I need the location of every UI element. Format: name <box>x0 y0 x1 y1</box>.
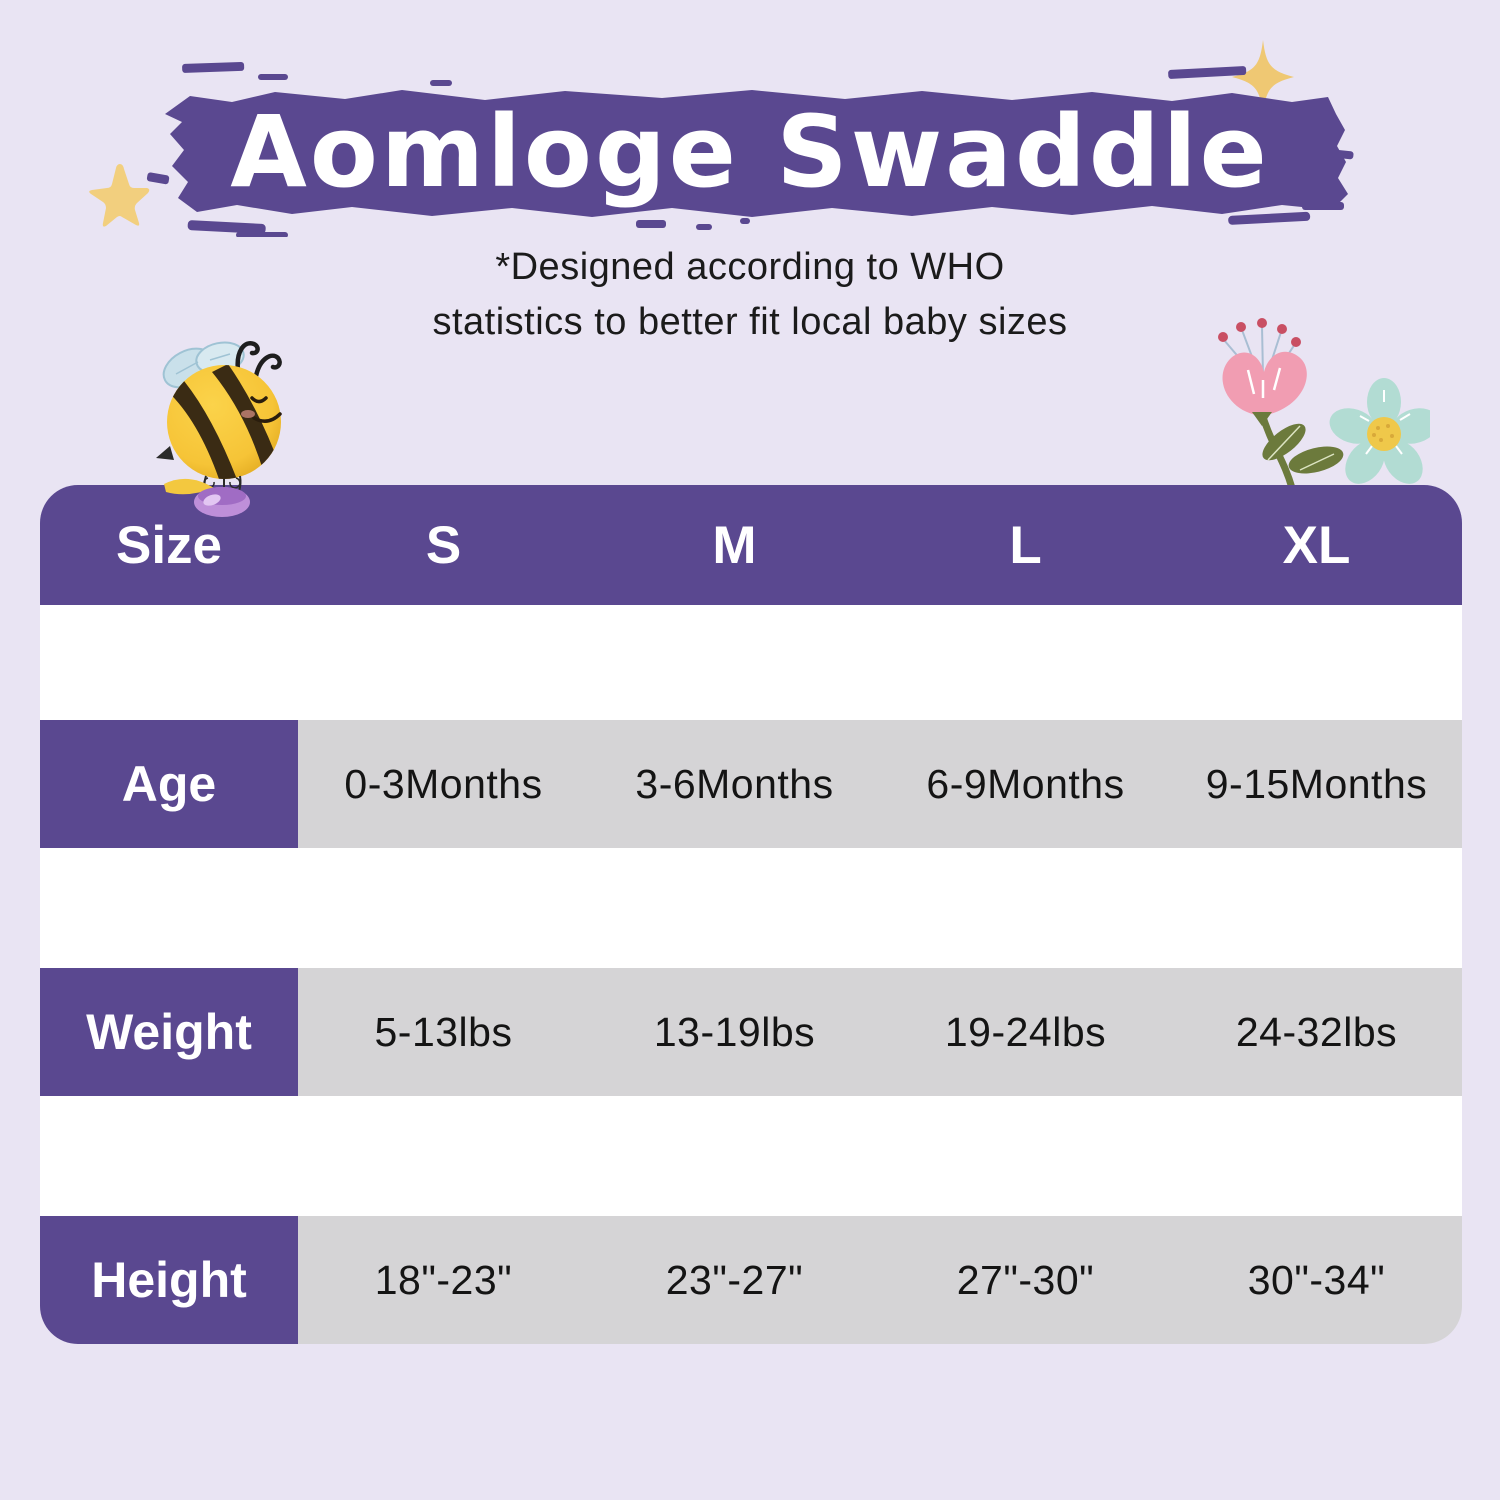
bee-icon <box>156 341 282 517</box>
table-row-age: Age 0-3Months 3-6Months 6-9Months 9-15Mo… <box>40 720 1462 848</box>
row-cells: 0-3Months 3-6Months 6-9Months 9-15Months <box>298 720 1462 848</box>
row-label-weight: Weight <box>40 968 298 1096</box>
header-col-m: M <box>712 515 757 575</box>
size-table: Size S M L XL Age 0-3Months 3-6Months 6-… <box>40 485 1462 1344</box>
table-cell: 19-24lbs <box>944 1008 1107 1055</box>
table-cell: 6-9Months <box>926 760 1125 807</box>
table-cell: 0-3Months <box>344 760 543 807</box>
table-cell: 5-13lbs <box>374 1008 513 1055</box>
spacer-row <box>40 1096 1462 1216</box>
table-cell: 3-6Months <box>635 760 834 807</box>
brush-stroke <box>146 61 1354 237</box>
star-icon <box>89 164 150 227</box>
sparkle-icon <box>1232 40 1294 114</box>
header-col-l: L <box>1009 515 1042 575</box>
page-title: Aomloge Swaddle <box>230 95 1270 210</box>
table-cell: 27"-30" <box>956 1256 1095 1303</box>
row-cells: 5-13lbs 13-19lbs 19-24lbs 24-32lbs <box>298 968 1462 1096</box>
spacer-row <box>40 848 1462 968</box>
table-cell: 18"-23" <box>374 1256 513 1303</box>
subtitle-line-1: *Designed according to WHO <box>495 246 1005 288</box>
table-row-weight: Weight 5-13lbs 13-19lbs 19-24lbs 24-32lb… <box>40 968 1462 1096</box>
table-header-row: Size S M L XL <box>40 485 1462 605</box>
row-label-height: Height <box>40 1216 298 1344</box>
subtitle-line-2: statistics to better fit local baby size… <box>432 301 1068 343</box>
table-cell: 9-15Months <box>1205 760 1428 807</box>
row-cells: 18"-23" 23"-27" 27"-30" 30"-34" <box>298 1216 1462 1344</box>
table-row-height: Height 18"-23" 23"-27" 27"-30" 30"-34" <box>40 1216 1462 1344</box>
header-col-s: S <box>425 515 462 575</box>
header-size-label: Size <box>115 515 223 575</box>
spacer-row <box>40 605 1462 720</box>
subtitle: *Designed according to WHO statistics to… <box>0 240 1500 350</box>
table-cell: 30"-34" <box>1247 1256 1386 1303</box>
table-cell: 13-19lbs <box>653 1008 816 1055</box>
flowers-icon <box>1218 318 1430 489</box>
row-label-age: Age <box>40 720 298 848</box>
header-col-xl: XL <box>1282 515 1351 575</box>
table-cell: 24-32lbs <box>1235 1008 1398 1055</box>
table-cell: 23"-27" <box>665 1256 804 1303</box>
